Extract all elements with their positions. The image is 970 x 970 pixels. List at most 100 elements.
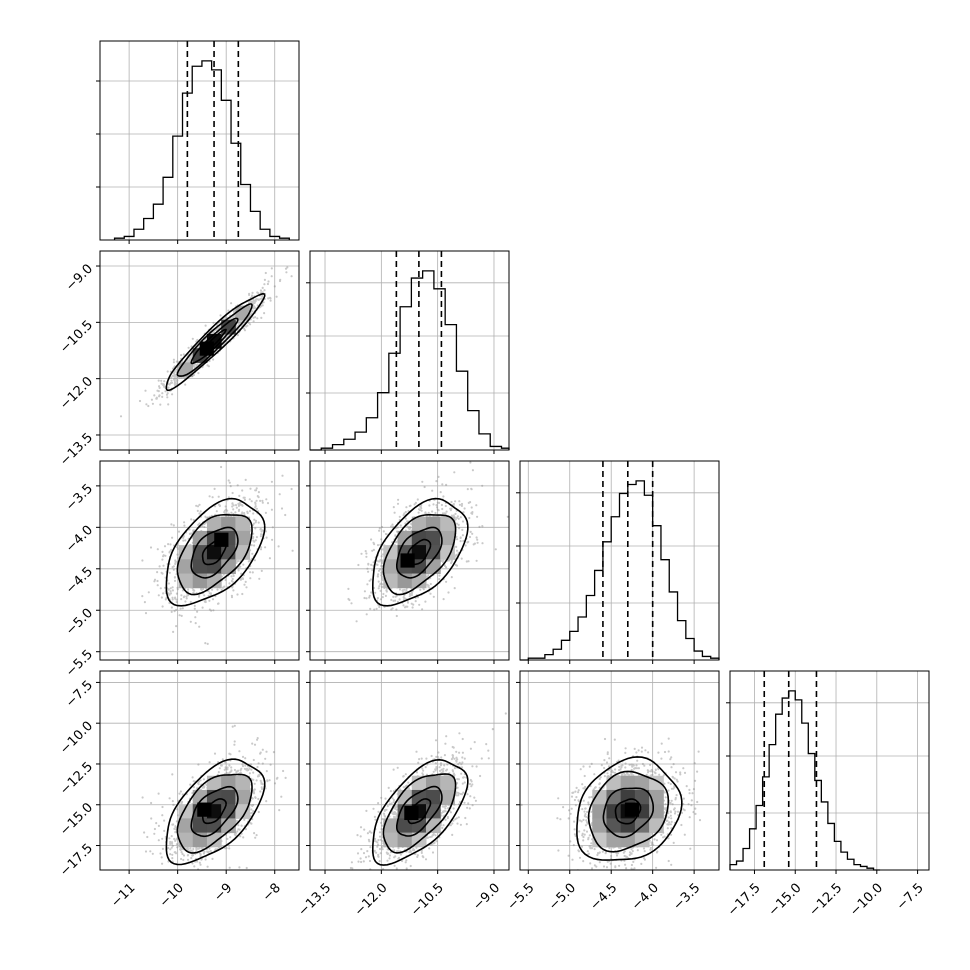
- panel-frame: [99, 460, 300, 661]
- density-block: [634, 789, 650, 805]
- density-block: [411, 516, 427, 532]
- contour-line: [602, 787, 655, 839]
- contour-line: [190, 785, 239, 838]
- y-tick-label: −5.0: [63, 606, 96, 639]
- density-block: [221, 789, 236, 805]
- density-block: [178, 545, 194, 560]
- contour-line: [406, 798, 432, 825]
- y-tick-label: −3.5: [63, 481, 96, 514]
- density-block: [235, 775, 251, 791]
- x-tick-label: −5.5: [505, 881, 538, 914]
- x-tick-label: −12.0: [352, 881, 391, 920]
- density-block: [192, 573, 208, 589]
- panel-frame: [99, 250, 300, 451]
- contour-line: [201, 328, 227, 353]
- density-block: [606, 775, 622, 791]
- density-block: [235, 516, 251, 532]
- panel-frame: [519, 670, 720, 871]
- pair-content: [141, 724, 287, 870]
- pair-panel-2-3: [516, 670, 720, 874]
- y-tick-label: −10.5: [57, 318, 96, 357]
- density-block: [425, 818, 441, 834]
- y-tick-label: −13.5: [57, 430, 96, 469]
- density-block: [397, 818, 413, 834]
- y-tick-label: −7.5: [63, 678, 96, 711]
- density-block: [592, 832, 607, 848]
- y-tick-label: −4.5: [63, 564, 96, 597]
- x-tick-label: −10.0: [847, 881, 886, 920]
- x-tick-label: −5.0: [546, 881, 579, 914]
- density-block: [440, 530, 455, 546]
- density-block: [206, 818, 222, 834]
- density-block: [620, 775, 636, 791]
- density-block: [192, 545, 208, 560]
- contour-line: [176, 513, 253, 596]
- x-tick-label: −9.0: [470, 881, 503, 914]
- density-block: [235, 789, 251, 805]
- contour-line: [201, 538, 227, 566]
- density-block: [620, 832, 636, 848]
- density-block: [592, 789, 607, 805]
- density-block: [192, 530, 208, 546]
- pair-content: [349, 712, 507, 870]
- x-tick-label: −10.5: [408, 881, 447, 920]
- y-tick-label: −17.5: [57, 841, 96, 880]
- x-tick-label: −13.5: [296, 881, 335, 920]
- pair-content: [141, 465, 294, 645]
- contour-line: [614, 798, 642, 825]
- contour-line: [371, 497, 469, 607]
- x-tick-label: −4.0: [629, 881, 662, 914]
- marginal-panel-2: [516, 460, 720, 664]
- density-peak: [624, 802, 640, 817]
- density-block: [411, 775, 427, 791]
- density-block: [235, 804, 251, 819]
- density-block: [206, 545, 222, 560]
- density-block: [440, 775, 455, 791]
- contour-line: [395, 785, 443, 837]
- panel-frame: [309, 670, 510, 871]
- panel-frame: [99, 40, 300, 241]
- pair-panel-0-2: [96, 460, 300, 664]
- density-block: [178, 832, 194, 848]
- x-tick-label: −8: [260, 881, 284, 905]
- density-block: [178, 818, 194, 834]
- density-block: [192, 559, 208, 575]
- marginal-panel-0: [96, 40, 300, 244]
- panel-frame: [309, 250, 510, 451]
- y-tick-label: −12.0: [57, 374, 96, 413]
- y-tick-label: −12.5: [57, 759, 96, 798]
- density-block: [206, 516, 222, 532]
- density-block: [606, 789, 622, 805]
- density-block: [425, 559, 441, 575]
- pair-content: [119, 266, 293, 418]
- histogram-step: [729, 690, 881, 871]
- x-tick-label: −11: [108, 881, 138, 911]
- panel-frame: [99, 670, 300, 871]
- y-tick-label: −9.0: [63, 261, 96, 294]
- density-block: [425, 789, 441, 805]
- contour-line: [190, 317, 239, 365]
- contour-line: [201, 798, 227, 825]
- histogram-step: [113, 60, 290, 240]
- density-block: [634, 775, 650, 791]
- pair-panel-1-2: [306, 460, 510, 664]
- contour-line: [165, 497, 266, 607]
- density-block: [206, 559, 222, 575]
- x-tick-label: −17.5: [725, 881, 764, 920]
- contour-line: [587, 770, 670, 853]
- x-tick-label: −15.0: [766, 881, 805, 920]
- density-block: [178, 573, 194, 589]
- x-tick-label: −3.5: [670, 881, 703, 914]
- y-tick-label: −15.0: [57, 800, 96, 839]
- density-block: [397, 530, 413, 546]
- marginal-panel-1: [306, 250, 510, 454]
- contour-line: [165, 292, 266, 392]
- panel-frame: [519, 460, 720, 661]
- pair-panel-0-1: [96, 250, 300, 454]
- contour-line: [371, 758, 469, 866]
- density-block: [606, 818, 622, 834]
- density-block: [206, 832, 222, 848]
- density-block: [192, 789, 208, 805]
- contour-line: [165, 758, 266, 866]
- pair-panel-0-3: [96, 670, 300, 874]
